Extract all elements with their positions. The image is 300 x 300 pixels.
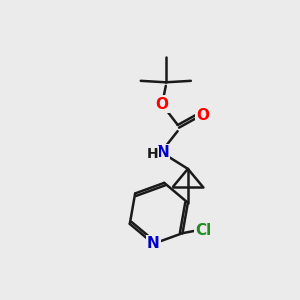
Text: O: O xyxy=(196,108,209,123)
Text: N: N xyxy=(147,236,160,251)
Text: H: H xyxy=(147,147,158,161)
Text: O: O xyxy=(155,97,169,112)
Text: N: N xyxy=(157,145,169,160)
Text: Cl: Cl xyxy=(195,223,211,238)
